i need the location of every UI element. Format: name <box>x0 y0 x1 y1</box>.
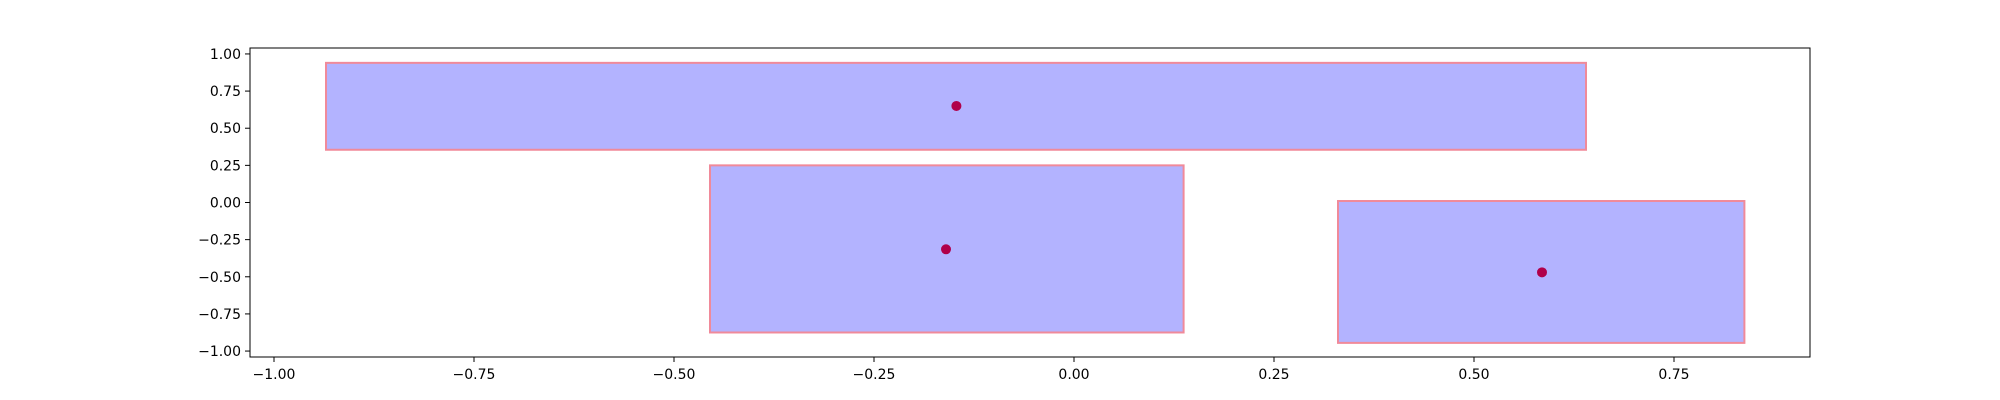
point-2 <box>941 244 951 255</box>
y-tick-label: −1.00 <box>198 344 241 360</box>
y-tick-label: −0.75 <box>198 307 241 323</box>
y-tick-label: 0.00 <box>210 196 241 212</box>
y-tick-label: −0.50 <box>198 270 241 286</box>
point-3 <box>1537 267 1547 278</box>
x-tick-label: 0.25 <box>1258 367 1289 383</box>
point-1 <box>951 100 962 111</box>
x-tick-label: 0.75 <box>1658 367 1689 383</box>
y-tick-label: 0.25 <box>210 158 241 174</box>
y-tick-label: 0.50 <box>210 121 241 137</box>
x-tick-label: −0.50 <box>653 367 696 383</box>
x-tick-label: 0.50 <box>1458 367 1489 383</box>
x-tick-label: 0.00 <box>1058 367 1089 383</box>
x-axis: −1.00 −0.75 −0.50 −0.25 0.00 0.25 0.50 0.75 <box>253 357 1690 383</box>
y-axis: −1.00 −0.75 −0.50 −0.25 0.00 0.25 0.50 0.75 1.00 <box>198 47 250 360</box>
x-tick-label: −0.75 <box>453 367 496 383</box>
y-tick-label: −0.25 <box>198 233 241 249</box>
y-tick-label: 1.00 <box>210 47 241 63</box>
x-tick-label: −1.00 <box>253 367 296 383</box>
points-layer <box>941 100 1547 278</box>
rectangles-layer <box>325 61 1746 344</box>
x-tick-label: −0.25 <box>853 367 896 383</box>
y-tick-label: 0.75 <box>210 84 241 100</box>
